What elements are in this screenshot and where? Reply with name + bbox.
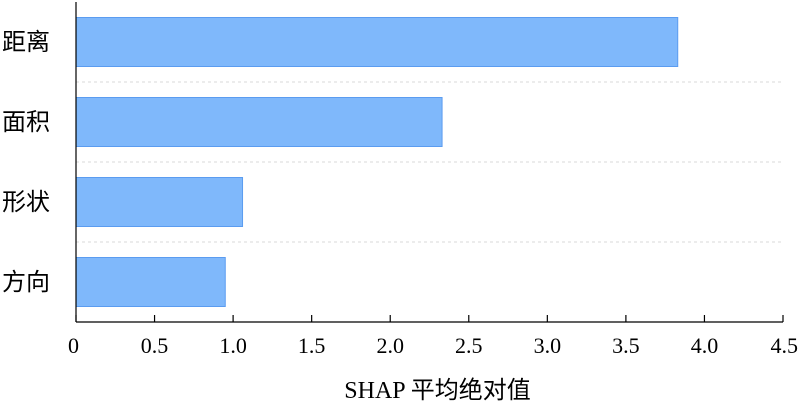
bar — [75, 177, 244, 227]
axes-group — [75, 2, 783, 323]
x-tick-label: 1.5 — [298, 333, 326, 358]
x-tick-label: 0 — [68, 333, 79, 358]
x-tick-label: 1.0 — [219, 333, 247, 358]
bars-group — [75, 17, 679, 307]
x-tick-labels-group: 0 0.5 1.0 1.5 2.0 2.5 3.0 3.5 4.0 4.5 — [68, 333, 798, 358]
x-axis-title: SHAP 平均绝对值 — [344, 377, 530, 404]
category-label: 面积 — [2, 108, 50, 136]
category-label: 形状 — [2, 188, 50, 216]
category-label: 方向 — [2, 268, 50, 296]
x-tick-label: 2.5 — [455, 333, 483, 358]
category-label: 距离 — [2, 28, 50, 56]
x-tick-label: 4.0 — [691, 333, 719, 358]
bar — [75, 97, 443, 147]
x-tick-label: 4.5 — [771, 333, 799, 358]
x-tick-label: 3.0 — [534, 333, 562, 358]
x-tick-label: 3.5 — [612, 333, 640, 358]
bar — [75, 17, 679, 67]
bar — [75, 257, 226, 307]
bar-separators — [76, 81, 783, 243]
x-tick-label: 0.5 — [141, 333, 169, 358]
x-ticks-group — [75, 315, 784, 322]
x-tick-label: 2.0 — [376, 333, 404, 358]
